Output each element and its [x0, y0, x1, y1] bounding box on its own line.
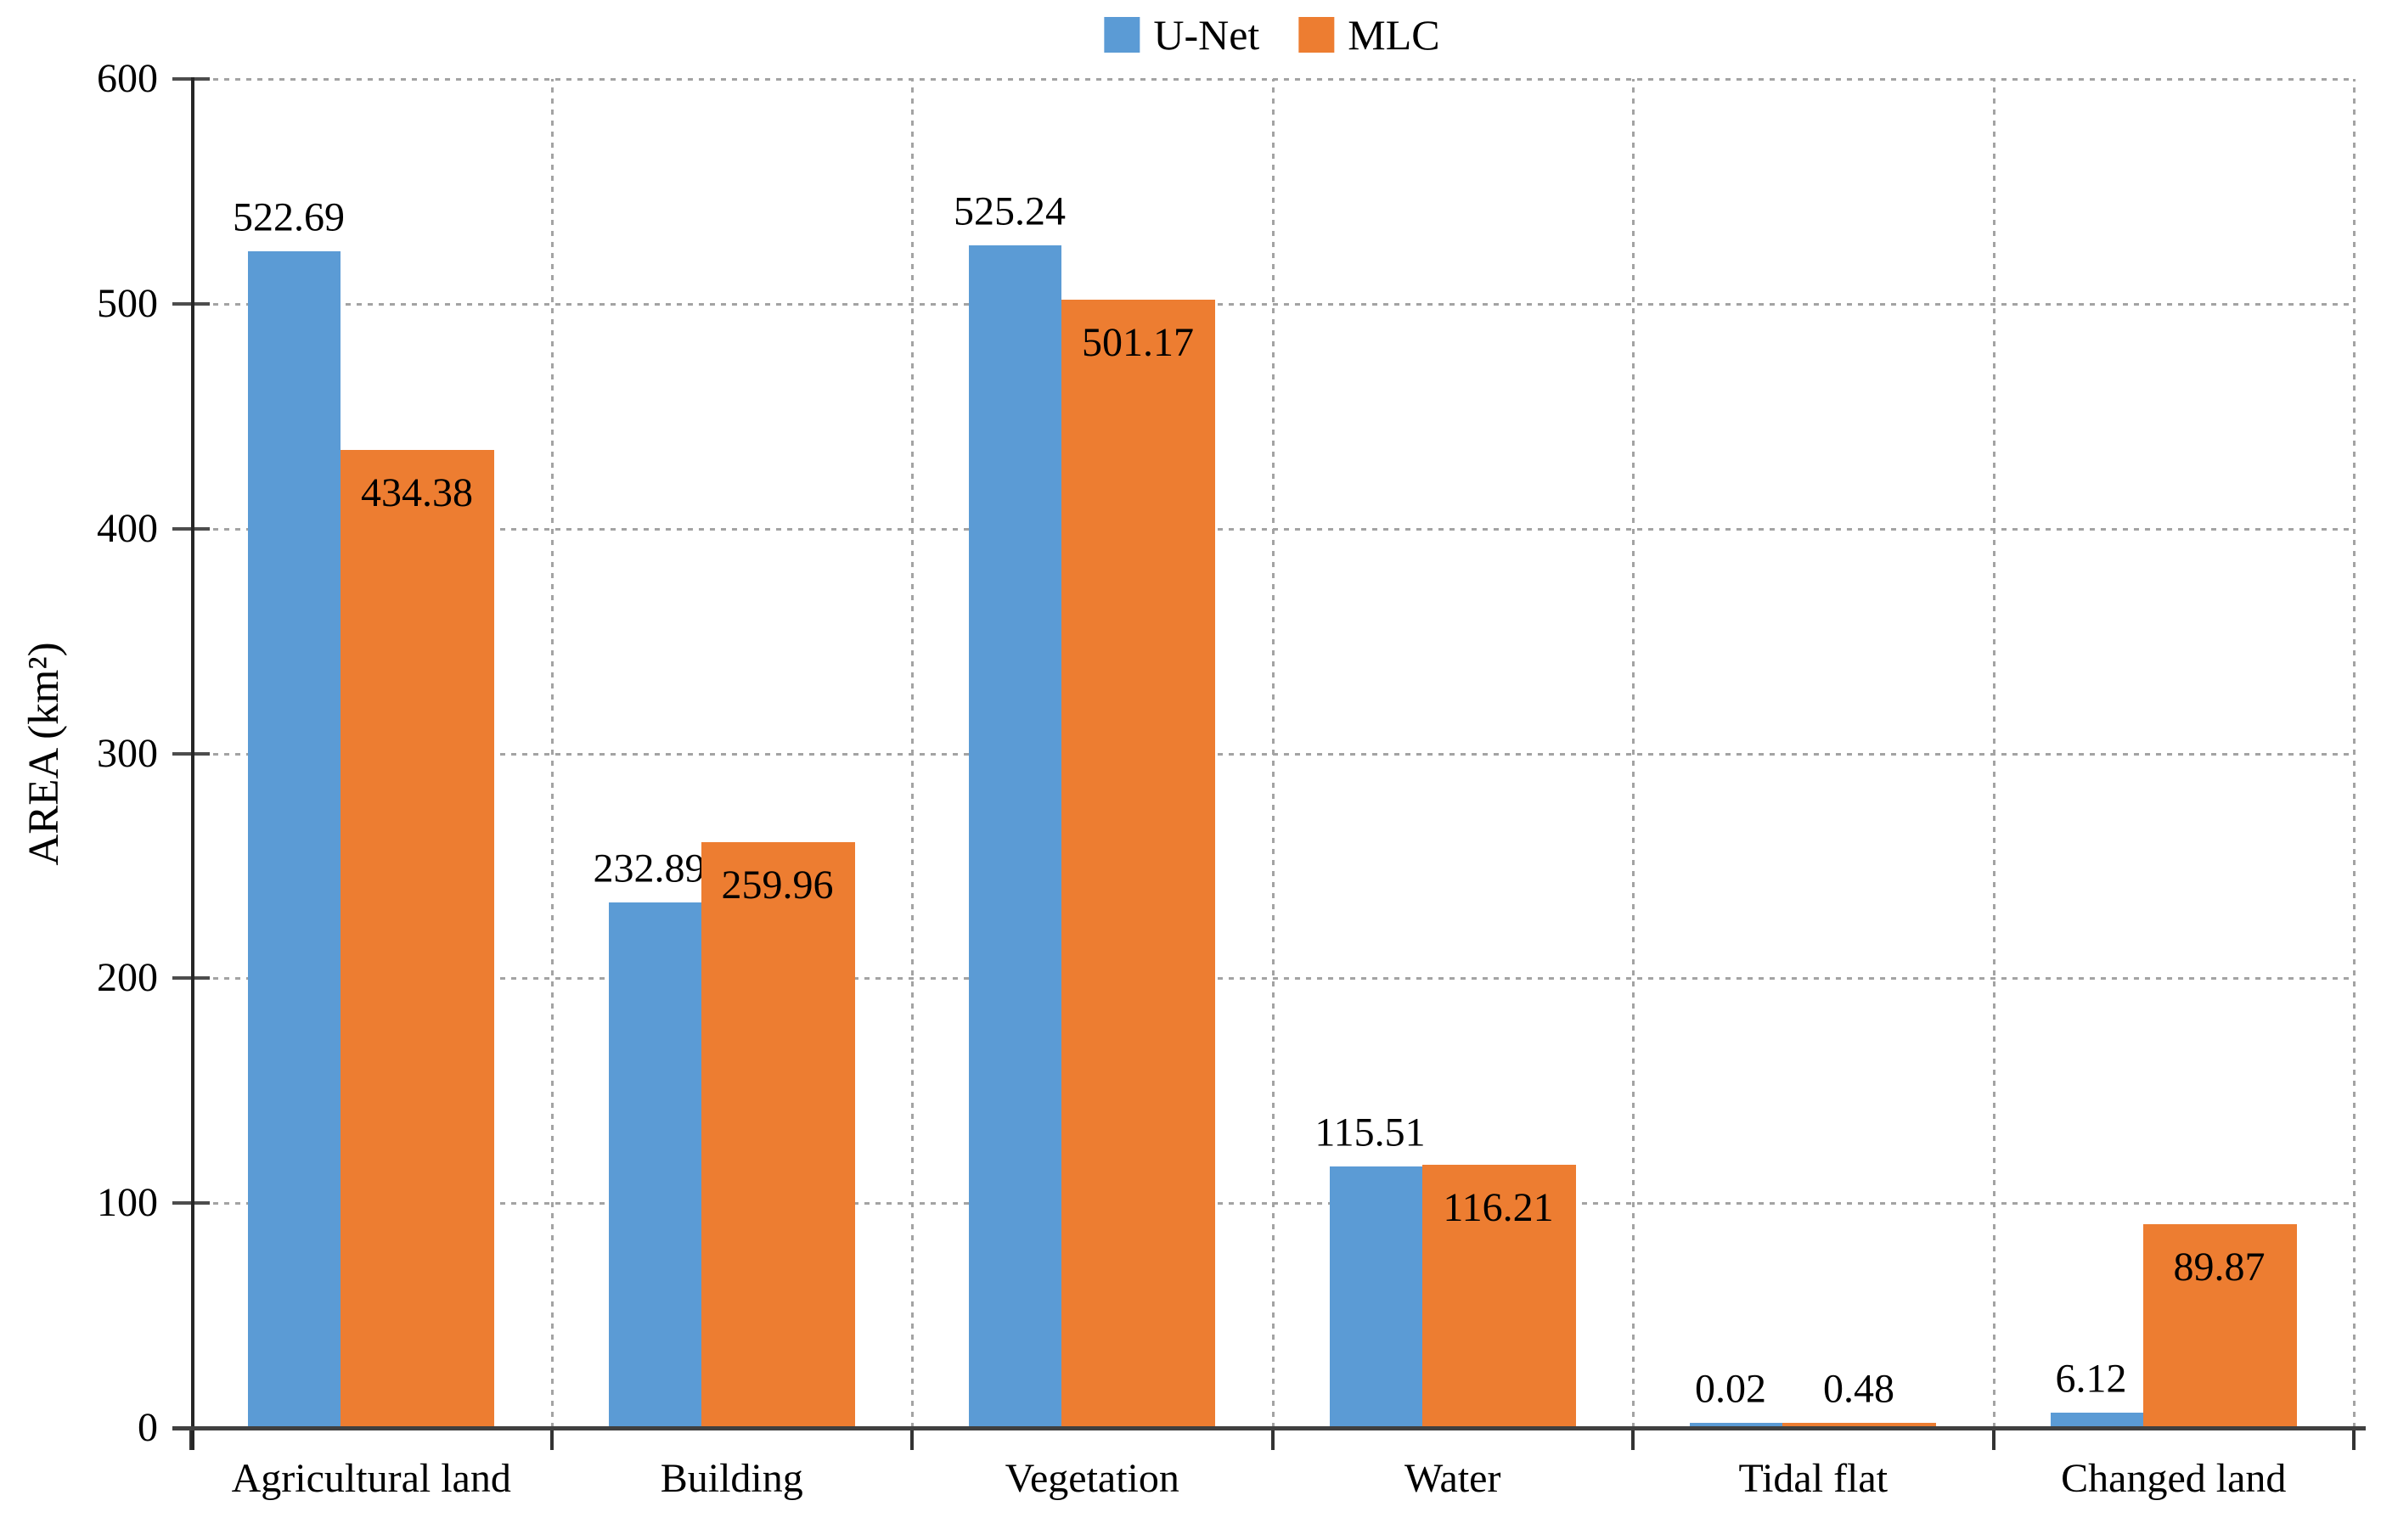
- y-axis: [191, 77, 194, 1450]
- category-label-changed-land: Changed land: [2061, 1456, 2287, 1501]
- x-axis: [172, 1426, 2366, 1430]
- bar-mlc-water: [1421, 1165, 1576, 1426]
- x-axis-tick-2: [910, 1428, 914, 1450]
- y-tick-label-500: 500: [97, 280, 158, 326]
- bar-u-net-building: [608, 902, 701, 1426]
- legend: U-Net MLC: [1104, 10, 1440, 59]
- y-tick-label-0: 0: [138, 1405, 158, 1450]
- bar-value-label-mlc-vegetation: 501.17: [1082, 319, 1194, 365]
- x-axis-tick-6: [2352, 1428, 2356, 1450]
- bar-value-label-mlc-building: 259.96: [721, 862, 834, 908]
- x-axis-tick-5: [1991, 1428, 1995, 1450]
- bar-value-label-u-net-changed-land: 6.12: [2055, 1356, 2127, 1402]
- gridline-vertical-5: [1992, 79, 1995, 1428]
- bar-value-label-u-net-agricultural-land: 522.69: [233, 194, 345, 240]
- gridline-vertical-1: [550, 79, 554, 1428]
- category-label-vegetation: Vegetation: [1005, 1456, 1179, 1501]
- bar-value-label-mlc-changed-land: 89.87: [2173, 1244, 2266, 1290]
- bar-value-label-u-net-water: 115.51: [1314, 1110, 1426, 1155]
- y-tick-label-600: 600: [97, 56, 158, 101]
- legend-swatch-icon-u-net: [1104, 17, 1140, 53]
- gridline-vertical-4: [1632, 79, 1635, 1428]
- legend-label-mlc: MLC: [1348, 11, 1440, 59]
- bar-value-label-u-net-vegetation: 525.24: [954, 188, 1066, 234]
- category-label-water: Water: [1404, 1456, 1501, 1501]
- gridline-vertical-6: [2353, 79, 2356, 1428]
- gridline-vertical-3: [1271, 79, 1275, 1428]
- y-tick-label-200: 200: [97, 955, 158, 1001]
- x-axis-tick-1: [549, 1428, 554, 1450]
- y-tick-label-400: 400: [97, 505, 158, 551]
- bar-mlc-agricultural-land: [341, 449, 494, 1426]
- bar-mlc-changed-land: [2142, 1223, 2297, 1426]
- legend-item-mlc: MLC: [1298, 10, 1440, 59]
- y-tick-label-100: 100: [97, 1180, 158, 1226]
- bar-value-label-mlc-water: 116.21: [1443, 1185, 1554, 1231]
- bar-u-net-vegetation: [969, 244, 1061, 1426]
- bar-value-label-mlc-agricultural-land: 434.38: [361, 469, 473, 515]
- bar-u-net-changed-land: [2050, 1412, 2143, 1426]
- bar-value-label-u-net-building: 232.89: [593, 846, 706, 891]
- bar-u-net-agricultural-land: [248, 250, 341, 1426]
- x-axis-tick-4: [1631, 1428, 1635, 1450]
- category-label-tidal-flat: Tidal flat: [1738, 1456, 1888, 1501]
- x-axis-tick-3: [1270, 1428, 1275, 1450]
- bar-mlc-tidal-flat: [1782, 1423, 1936, 1426]
- gridline-vertical-2: [911, 79, 914, 1428]
- legend-swatch-icon-mlc: [1298, 17, 1335, 53]
- category-label-building: Building: [660, 1456, 803, 1501]
- bar-value-label-u-net-tidal-flat: 0.02: [1695, 1366, 1766, 1412]
- y-tick-label-300: 300: [97, 730, 158, 776]
- legend-label-u-net: U-Net: [1153, 11, 1260, 59]
- bar-mlc-vegetation: [1061, 299, 1215, 1426]
- legend-item-u-net: U-Net: [1104, 10, 1259, 59]
- category-label-agricultural-land: Agricultural land: [231, 1456, 511, 1501]
- bar-value-label-mlc-tidal-flat: 0.48: [1823, 1366, 1894, 1412]
- bar-u-net-water: [1329, 1166, 1422, 1426]
- bar-u-net-tidal-flat: [1690, 1423, 1782, 1426]
- bar-mlc-building: [701, 841, 855, 1426]
